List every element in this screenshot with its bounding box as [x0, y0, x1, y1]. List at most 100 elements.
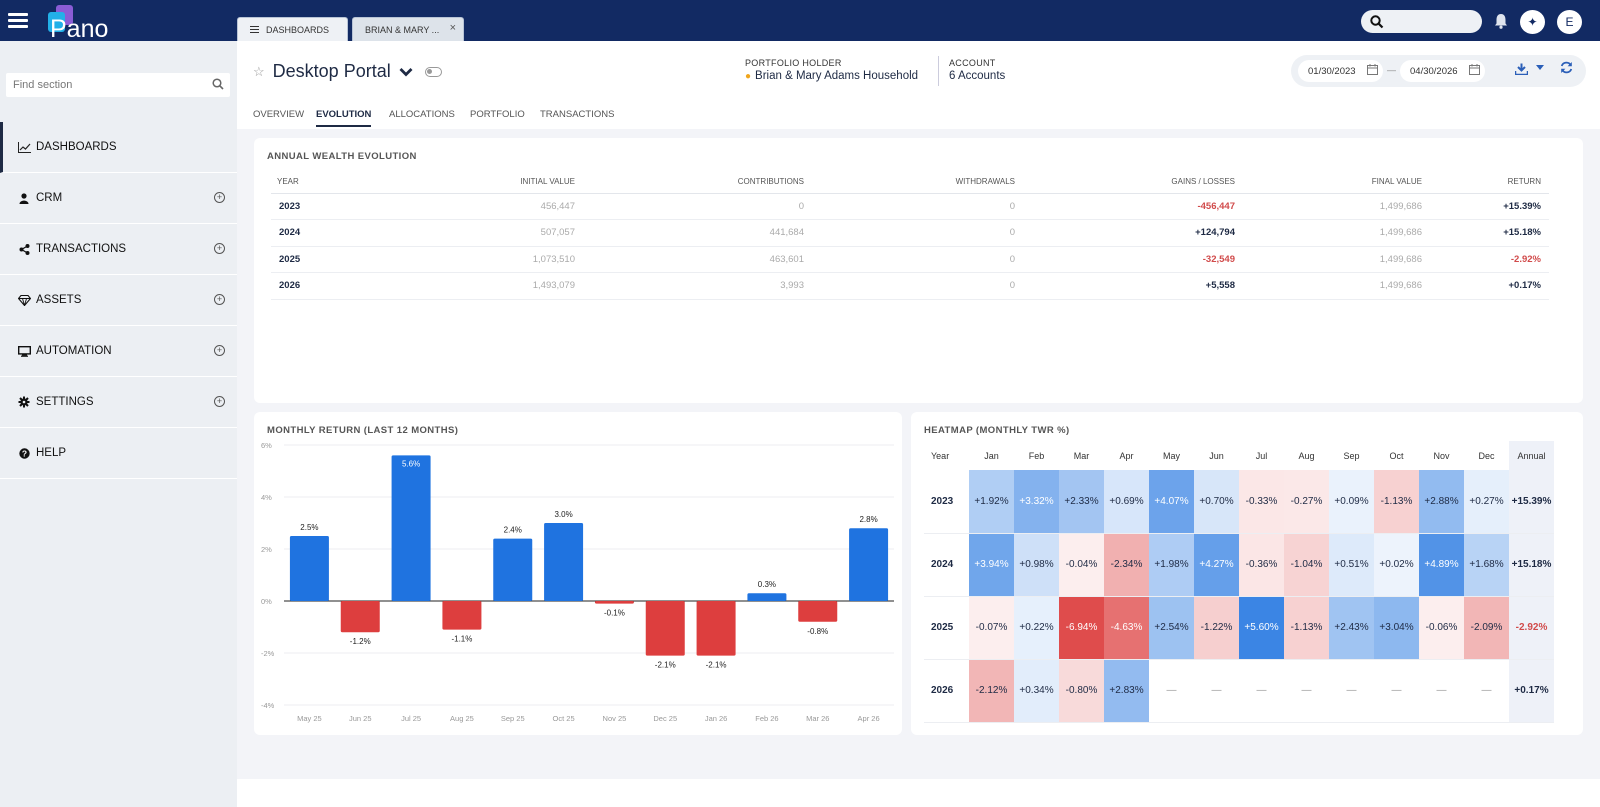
cell-year: 2026 — [271, 272, 361, 300]
sparkle-button[interactable]: ✦ — [1520, 10, 1545, 34]
holder-name: Brian & Mary Adams Household — [755, 70, 919, 82]
range-separator: — — [1387, 65, 1396, 75]
sidebar-item-label: CRM — [36, 192, 63, 204]
sidebar-item-dashboards[interactable]: DASHBOARDS — [0, 122, 237, 173]
heatmap-cell: -4.63% — [1104, 596, 1149, 660]
bar — [696, 601, 736, 656]
diamond-icon — [17, 293, 31, 307]
heatmap-annual: +0.17% — [1509, 659, 1554, 723]
user-icon — [17, 191, 31, 205]
column-header: RETURN — [1430, 171, 1549, 194]
heatmap-cell: +3.94% — [969, 533, 1014, 597]
avatar[interactable]: E — [1557, 10, 1582, 34]
sidebar-item-label: ASSETS — [36, 294, 82, 306]
toggle-icon[interactable] — [424, 66, 442, 77]
heatmap-card: HEATMAP (MONTHLY TWR %) Year Jan Feb Mar… — [911, 412, 1583, 735]
portfolio-holder-label: PORTFOLIO HOLDER — [745, 58, 842, 68]
cell-year: 2025 — [271, 246, 361, 273]
heatmap-cell: +0.70% — [1194, 470, 1239, 534]
heatmap-annual: +15.39% — [1509, 470, 1554, 534]
bar — [442, 601, 482, 630]
download-icon[interactable] — [1515, 63, 1528, 75]
heatmap-cell: -0.04% — [1059, 533, 1104, 597]
page-title-text: Desktop Portal — [272, 61, 391, 81]
tab-overview[interactable]: OVERVIEW — [253, 109, 305, 120]
sidebar-item-transactions[interactable]: TRANSACTIONS + — [0, 224, 237, 275]
chevron-down-icon[interactable] — [399, 67, 413, 77]
star-icon[interactable]: ☆ — [253, 63, 265, 79]
expand-icon[interactable]: + — [214, 192, 225, 203]
y-tick-label: -4% — [261, 701, 275, 710]
tab-portfolio[interactable]: PORTFOLIO — [470, 109, 525, 120]
heatmap-cell: — — [1374, 659, 1419, 723]
sidebar-item-automation[interactable]: AUTOMATION + — [0, 326, 237, 377]
search-icon — [212, 78, 224, 90]
tab-dashboards[interactable]: DASHBOARDS — [237, 17, 348, 41]
x-tick-label: Aug 25 — [450, 714, 474, 723]
heatmap-cell: -0.36% — [1239, 533, 1284, 597]
annual-wealth-table: YEAR INITIAL VALUE CONTRIBUTIONS WITHDRA… — [271, 171, 1549, 300]
calendar-icon[interactable] — [1469, 64, 1480, 75]
column-header: May — [1162, 450, 1180, 461]
data-label: 2.5% — [300, 523, 318, 532]
column-header: Sep — [1343, 450, 1360, 461]
divider — [938, 56, 939, 86]
heatmap-cell: +3.04% — [1374, 596, 1419, 660]
hamburger-menu-icon[interactable] — [8, 10, 28, 30]
date-to-input[interactable]: 04/30/2026 — [1400, 60, 1485, 82]
cell-initial: 456,447 — [361, 193, 583, 220]
global-search-input[interactable] — [1361, 10, 1482, 33]
expand-icon[interactable]: + — [214, 345, 225, 356]
tab-client[interactable]: BRIAN & MARY ... × — [352, 17, 464, 41]
heatmap-cell: -0.07% — [969, 596, 1014, 660]
bell-icon[interactable] — [1493, 12, 1509, 30]
sidebar-item-help[interactable]: ? HELP — [0, 428, 237, 479]
cell-contributions: 3,993 — [583, 272, 812, 300]
column-header: Feb — [1028, 450, 1045, 461]
sidebar-item-label: SETTINGS — [36, 396, 94, 408]
cell-return: +15.39% — [1430, 193, 1549, 220]
expand-icon[interactable]: + — [214, 243, 225, 254]
expand-icon[interactable]: + — [214, 294, 225, 305]
bar — [544, 523, 584, 601]
tab-evolution[interactable]: EVOLUTION — [316, 109, 372, 127]
bar — [391, 455, 431, 601]
account-label: ACCOUNT — [949, 58, 996, 68]
caret-down-icon[interactable] — [1536, 65, 1544, 71]
column-header: INITIAL VALUE — [361, 171, 583, 194]
column-header: Jan — [984, 450, 999, 461]
heatmap-cell: +0.02% — [1374, 533, 1419, 597]
heatmap-cell: +2.88% — [1419, 470, 1464, 534]
sidebar-item-crm[interactable]: CRM + — [0, 173, 237, 224]
expand-icon[interactable]: + — [214, 396, 225, 407]
heatmap-cell: +1.92% — [969, 470, 1014, 534]
bar — [645, 601, 685, 656]
tab-allocations[interactable]: ALLOCATIONS — [389, 109, 455, 120]
cell-initial: 1,493,079 — [361, 272, 583, 300]
account-value[interactable]: 6 Accounts — [949, 70, 1006, 82]
cell-final: 1,499,686 — [1243, 219, 1430, 247]
y-tick-label: -2% — [261, 649, 275, 658]
heatmap-cell: +1.98% — [1149, 533, 1194, 597]
find-section-placeholder: Find section — [13, 79, 73, 91]
column-header: CONTRIBUTIONS — [583, 171, 812, 194]
heatmap-cell: — — [1284, 659, 1329, 723]
find-section-input[interactable]: Find section — [6, 73, 230, 97]
cell-return: -2.92% — [1430, 246, 1549, 273]
heatmap-cell: — — [1239, 659, 1284, 723]
calendar-icon[interactable] — [1367, 64, 1378, 75]
bar — [493, 538, 533, 601]
close-icon[interactable]: × — [449, 22, 456, 34]
refresh-icon[interactable] — [1560, 61, 1573, 74]
x-tick-label: Nov 25 — [603, 714, 627, 723]
heatmap-cell: -0.80% — [1059, 659, 1104, 723]
tab-transactions[interactable]: TRANSACTIONS — [540, 109, 615, 120]
sidebar-item-settings[interactable]: SETTINGS + — [0, 377, 237, 428]
annual-wealth-card: ANNUAL WEALTH EVOLUTION YEAR INITIAL VAL… — [254, 138, 1583, 403]
cell-final: 1,499,686 — [1243, 272, 1430, 300]
date-from-input[interactable]: 01/30/2023 — [1298, 60, 1383, 82]
bar — [340, 601, 380, 633]
sidebar-item-assets[interactable]: ASSETS + — [0, 275, 237, 326]
portfolio-holder-value[interactable]: ● Brian & Mary Adams Household — [745, 70, 918, 82]
data-label: 3.0% — [554, 510, 572, 519]
